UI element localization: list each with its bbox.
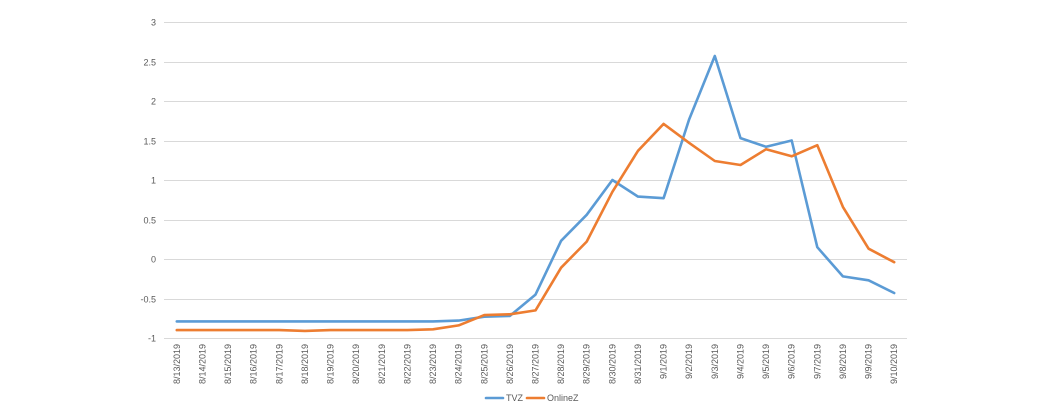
y-tick-label: 1 bbox=[151, 176, 156, 186]
x-tick-label: 8/27/2019 bbox=[531, 344, 541, 384]
x-tick-label: 9/9/2019 bbox=[864, 344, 874, 379]
x-axis-tick-labels: 8/13/2019 8/14/2019 8/15/2019 8/16/2019 8/17… bbox=[172, 344, 899, 384]
x-tick-label: 8/18/2019 bbox=[300, 344, 310, 384]
x-tick-label: 9/6/2019 bbox=[787, 344, 797, 379]
x-tick-label: 8/22/2019 bbox=[402, 344, 412, 384]
gridlines bbox=[164, 22, 907, 339]
x-tick-label: 8/15/2019 bbox=[223, 344, 233, 384]
series-lines bbox=[175, 54, 896, 333]
x-tick-label: 8/24/2019 bbox=[454, 344, 464, 384]
y-tick-label: 0 bbox=[151, 255, 156, 265]
x-tick-label: 9/8/2019 bbox=[838, 344, 848, 379]
y-axis-tick-labels: -1 -0.5 0 0.5 1 1.5 2 2.5 3 bbox=[140, 18, 156, 344]
x-tick-label: 8/25/2019 bbox=[479, 344, 489, 384]
y-tick-label: 0.5 bbox=[143, 216, 156, 226]
x-tick-label: 9/5/2019 bbox=[761, 344, 771, 379]
y-tick-label: 2 bbox=[151, 97, 156, 107]
x-tick-label: 8/13/2019 bbox=[172, 344, 182, 384]
y-tick-label: -1 bbox=[148, 334, 156, 344]
y-tick-label: 2.5 bbox=[143, 58, 156, 68]
legend: TVZ OnlineZ bbox=[484, 393, 579, 403]
x-tick-label: 8/23/2019 bbox=[428, 344, 438, 384]
x-tick-label: 8/17/2019 bbox=[274, 344, 284, 384]
x-tick-label: 9/2/2019 bbox=[684, 344, 694, 379]
x-tick-label: 8/28/2019 bbox=[556, 344, 566, 384]
x-tick-label: 8/16/2019 bbox=[249, 344, 259, 384]
x-tick-label: 8/31/2019 bbox=[633, 344, 643, 384]
x-tick-label: 9/4/2019 bbox=[735, 344, 745, 379]
y-tick-label: 1.5 bbox=[143, 137, 156, 147]
x-tick-label: 8/21/2019 bbox=[377, 344, 387, 384]
x-tick-label: 8/20/2019 bbox=[351, 344, 361, 384]
x-tick-label: 9/10/2019 bbox=[889, 344, 899, 384]
x-tick-label: 8/26/2019 bbox=[505, 344, 515, 384]
y-tick-label: 3 bbox=[151, 18, 156, 28]
x-tick-label: 9/1/2019 bbox=[659, 344, 669, 379]
x-tick-label: 8/29/2019 bbox=[582, 344, 592, 384]
x-tick-label: 9/3/2019 bbox=[710, 344, 720, 379]
x-tick-label: 8/19/2019 bbox=[326, 344, 336, 384]
series-line-onlinez bbox=[175, 122, 896, 333]
x-tick-label: 8/14/2019 bbox=[197, 344, 207, 384]
legend-label-onlinez: OnlineZ bbox=[547, 393, 579, 403]
series-line-tvz bbox=[175, 54, 896, 323]
legend-label-tvz: TVZ bbox=[506, 393, 524, 403]
x-tick-label: 9/7/2019 bbox=[812, 344, 822, 379]
y-tick-label: -0.5 bbox=[140, 295, 156, 305]
x-tick-label: 8/30/2019 bbox=[607, 344, 617, 384]
